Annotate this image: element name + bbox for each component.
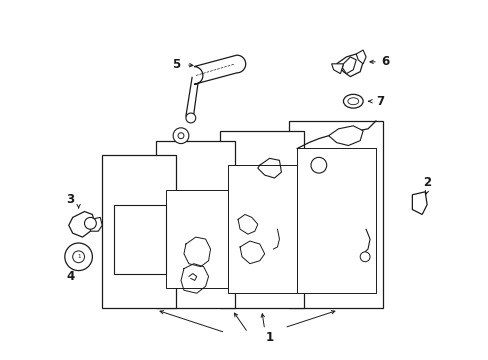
Polygon shape [411, 192, 426, 215]
Text: 1: 1 [265, 331, 273, 344]
Polygon shape [220, 131, 304, 308]
Polygon shape [69, 212, 94, 237]
Polygon shape [336, 54, 363, 77]
Text: 5: 5 [172, 58, 180, 71]
Circle shape [178, 133, 183, 139]
Polygon shape [228, 165, 297, 293]
Polygon shape [114, 204, 166, 274]
Circle shape [65, 243, 92, 271]
Text: 3: 3 [66, 193, 75, 206]
Polygon shape [90, 217, 102, 231]
Circle shape [173, 128, 188, 144]
Circle shape [310, 157, 326, 173]
Polygon shape [166, 190, 228, 288]
Polygon shape [289, 121, 382, 308]
Text: 2: 2 [422, 176, 430, 189]
Text: 7: 7 [375, 95, 383, 108]
Text: 6: 6 [381, 55, 389, 68]
Circle shape [73, 251, 84, 263]
Text: 1: 1 [77, 254, 80, 259]
Circle shape [84, 217, 96, 229]
Polygon shape [194, 55, 245, 84]
Polygon shape [342, 57, 356, 74]
Polygon shape [328, 126, 363, 145]
Polygon shape [331, 64, 343, 74]
Circle shape [360, 252, 369, 262]
Text: 4: 4 [66, 270, 75, 283]
Ellipse shape [343, 94, 363, 108]
Polygon shape [156, 141, 235, 308]
Polygon shape [297, 148, 375, 293]
Polygon shape [356, 50, 366, 64]
Circle shape [185, 113, 195, 123]
Polygon shape [102, 156, 176, 308]
